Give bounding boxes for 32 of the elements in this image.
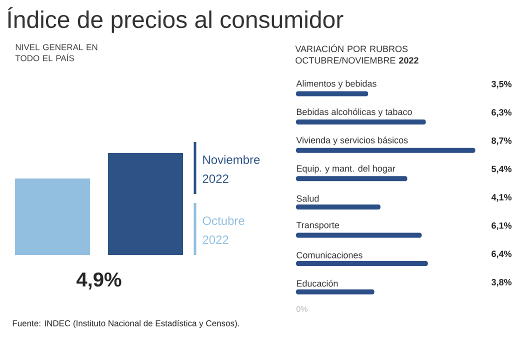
chart-subtitle: NIVEL GENERAL EN TODO EL PAÍS [15, 44, 98, 62]
y-tick-label: Vivienda y servicios básicos [296, 136, 408, 146]
data-label: 8,7% [492, 137, 512, 146]
data-label: 6,4% [492, 250, 512, 258]
y-tick-label: Salud [296, 195, 319, 202]
data-label: 3,8% [491, 278, 512, 287]
y-tick-label: Transporte [296, 222, 339, 230]
bar [296, 176, 408, 182]
y-tick-label: Bebidas alcohólicas y tabaco [296, 108, 412, 117]
data-label: 5,4% [492, 166, 512, 174]
text: 0% [296, 306, 308, 312]
data-label: 3,5% [491, 80, 512, 89]
bar [296, 289, 374, 294]
bar [296, 204, 380, 210]
data-label: 6,1% [492, 222, 512, 230]
bar [296, 232, 422, 238]
chart-title: VARIACIÓN POR RUBROS OCTUBRE/NOVIEMBRE 2022 [295, 44, 418, 64]
bar [296, 148, 476, 153]
data-label: 4,1% [491, 194, 512, 202]
bar [296, 120, 426, 125]
bar [296, 261, 428, 266]
chart-title: Índice de precios al consumidor [8, 7, 344, 33]
y-tick-label: Comunicaciones [296, 252, 362, 258]
y-tick-label: Educación [296, 280, 338, 287]
bar [296, 91, 368, 96]
text: 4,9% [76, 272, 122, 290]
data-label: 6,3% [492, 109, 512, 117]
y-tick-label: Equip. y mant. del hogar [296, 165, 396, 174]
source-note: Fuente: INDEC (Instituto Nacional de Estadística y Censos). [12, 320, 239, 328]
text: Octubre 2022 [202, 216, 244, 244]
text: Noviembre 2022 [202, 155, 260, 183]
y-tick-label: Alimentos y bebidas [296, 80, 376, 89]
